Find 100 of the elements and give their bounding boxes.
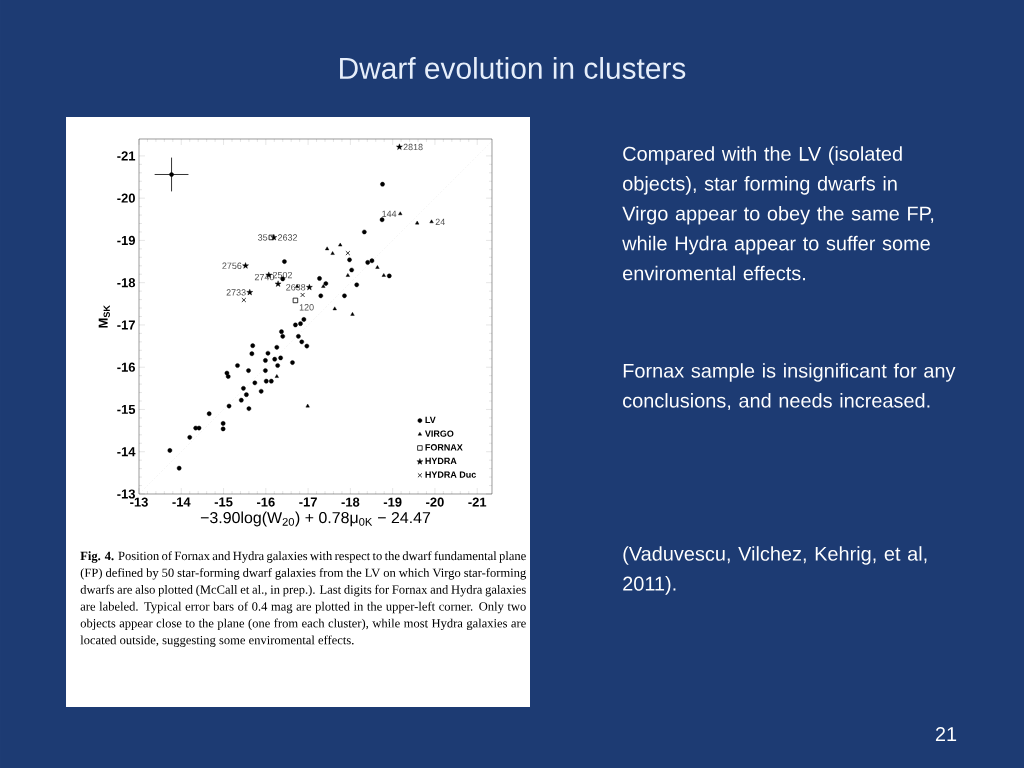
point (349, 267, 354, 273)
point (246, 289, 253, 296)
point (244, 392, 249, 397)
y-axis-title: M$_{SK}$ (98, 305, 110, 328)
point (239, 397, 244, 403)
x-tick-label: -14 (172, 497, 191, 507)
point (398, 211, 403, 216)
x-tick-label: -19 (383, 497, 402, 507)
point (252, 380, 258, 386)
point (386, 273, 392, 279)
x-axis-title: −3.90log(W$_{20}$) + 0.78μ$_{0K}$ − 24.47 (200, 511, 431, 527)
point (342, 293, 347, 299)
annotation: 2733 (226, 289, 246, 296)
annotation: 144 (382, 210, 397, 217)
text: (Vaduvescu, Vilchez, Kehrig, et al, 2011). (623, 546, 927, 595)
legend-label: FORNAX (425, 444, 463, 451)
point (274, 345, 280, 350)
point (206, 411, 212, 416)
point (318, 293, 324, 299)
point (169, 172, 174, 177)
chart-title: Dwarf evolution in clusters (340, 57, 686, 79)
point (167, 448, 173, 453)
point (290, 360, 295, 365)
point (275, 363, 280, 368)
point (292, 297, 299, 304)
point (306, 283, 313, 291)
point (279, 329, 284, 334)
point (224, 370, 230, 376)
annotation: 2756 (222, 262, 242, 269)
x-tick-label: -20 (426, 497, 444, 507)
point (280, 334, 286, 339)
annotation: 2818 (403, 143, 423, 151)
point (235, 363, 240, 368)
point (304, 343, 310, 349)
point (317, 276, 322, 281)
point (429, 219, 434, 224)
x-tick-label: -15 (214, 497, 233, 507)
y-tick-label: -20 (117, 193, 135, 203)
legend-label: HYDRA Duc (425, 471, 476, 478)
x-tick-label: -18 (341, 497, 360, 507)
y-tick-label: -14 (117, 447, 136, 457)
y-tick-label: -18 (117, 278, 136, 288)
point (323, 281, 329, 286)
annotation: 2638 (286, 284, 306, 291)
annotation: 35 (258, 234, 268, 241)
point (380, 181, 385, 187)
point (269, 378, 274, 384)
annotation: 2502 (272, 271, 292, 279)
point (325, 246, 330, 251)
point (347, 257, 352, 263)
legend-label: HYDRA (425, 457, 457, 465)
y-tick-label: -17 (117, 320, 135, 330)
point (176, 465, 182, 471)
point (332, 306, 337, 311)
point (246, 406, 252, 411)
point (293, 322, 298, 328)
annotation: 120 (299, 304, 314, 311)
point (362, 229, 367, 235)
point (249, 351, 255, 356)
point (187, 435, 193, 440)
point (375, 265, 380, 269)
point (296, 334, 301, 339)
point (354, 282, 360, 288)
point (396, 143, 403, 150)
annotation: 2632 (278, 234, 298, 241)
point (220, 426, 226, 432)
y-tick-label: -13 (117, 489, 136, 499)
point (415, 220, 420, 225)
point (350, 312, 355, 316)
point (270, 234, 278, 241)
point (242, 262, 249, 269)
annotation: 24 (435, 218, 445, 225)
point (241, 297, 247, 303)
text: Compared with the LV (isolated objects), star forming dwarfs in Virgo appear to obey the same FP, while Hydra appear to suffer some enviromental effects. (622, 146, 934, 281)
point (330, 251, 335, 255)
point (274, 374, 279, 378)
legend-label: VIRGO (424, 430, 454, 437)
point (381, 273, 386, 277)
point (196, 425, 202, 431)
point (301, 317, 307, 322)
point (278, 355, 283, 361)
point (246, 368, 251, 373)
point (241, 386, 246, 391)
x-tick-label: -16 (256, 497, 275, 507)
legend-label: LV (425, 416, 436, 423)
x-tick-label: -21 (468, 497, 487, 507)
y-tick-label: -19 (117, 235, 135, 245)
point (250, 343, 256, 348)
point (369, 258, 375, 263)
point (338, 242, 343, 247)
text: Fornax sample is insignificant for any conclusions, and needs increased. (623, 363, 956, 411)
point (265, 350, 271, 356)
point (300, 292, 305, 298)
point (263, 358, 268, 363)
x-tick-label: -13 (130, 497, 148, 507)
point (263, 368, 268, 373)
y-tick-label: -15 (117, 404, 136, 414)
point (263, 378, 269, 384)
point (274, 280, 282, 287)
x-tick-label: -17 (299, 497, 317, 507)
